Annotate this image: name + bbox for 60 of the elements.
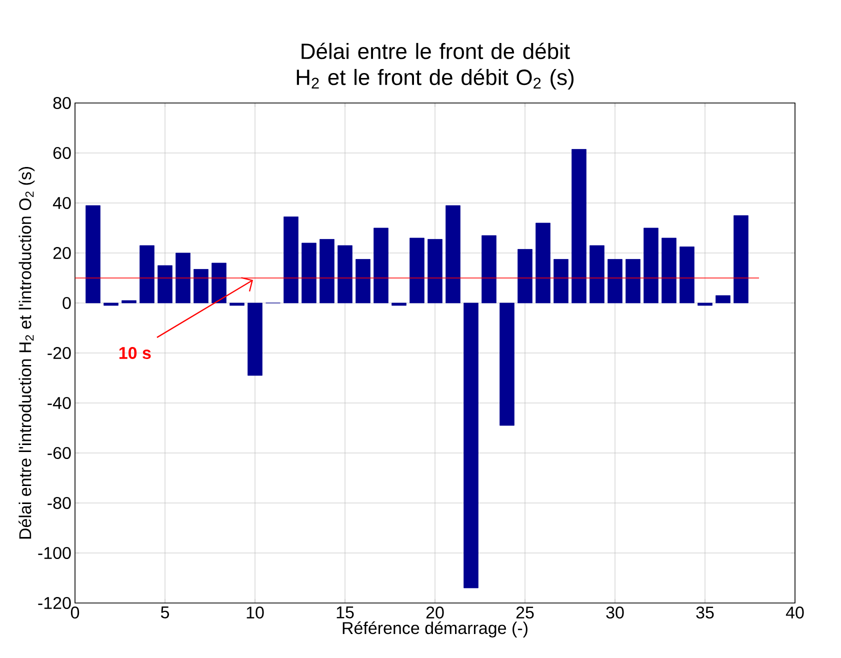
bar <box>644 228 658 304</box>
x-tick-label: 10 <box>246 606 264 619</box>
y-tick-label: -40 <box>48 396 71 410</box>
y-tick-label: -20 <box>48 346 71 360</box>
x-axis-title: Référence démarrage (-) <box>342 621 528 638</box>
bar <box>320 239 334 304</box>
x-tick-label: 15 <box>336 606 354 618</box>
bar <box>140 245 154 304</box>
bar <box>356 259 370 304</box>
bar <box>122 300 136 304</box>
bar <box>284 216 298 304</box>
bar <box>428 239 442 304</box>
bar <box>482 235 496 304</box>
bar <box>680 246 694 304</box>
bar <box>500 302 514 426</box>
y-tick-label: -100 <box>38 546 71 560</box>
x-tick-label: 0 <box>70 606 80 619</box>
y-tick-label: -60 <box>48 446 71 460</box>
x-tick-label: 30 <box>606 606 624 619</box>
bar <box>716 295 730 304</box>
x-tick-label: 20 <box>426 606 444 619</box>
bar <box>464 302 478 588</box>
y-tick-label: -80 <box>48 496 71 510</box>
bar <box>626 259 640 304</box>
bar <box>536 222 550 304</box>
bar <box>392 302 406 306</box>
y-tick-label: 40 <box>52 196 71 210</box>
bar <box>338 245 352 304</box>
bar <box>248 302 262 376</box>
bar <box>194 269 208 304</box>
bar <box>104 302 118 306</box>
y-tick-label: 0 <box>62 296 71 310</box>
y-tick-label: 60 <box>53 146 71 160</box>
bar <box>374 228 388 304</box>
bar <box>176 252 190 304</box>
bar <box>572 149 586 304</box>
bar <box>662 238 676 304</box>
bar <box>86 205 100 304</box>
y-tick-label: 80 <box>53 96 71 110</box>
bar <box>158 265 172 304</box>
x-tick-label: 5 <box>160 606 170 618</box>
bar <box>230 302 244 306</box>
bar <box>590 245 604 304</box>
chart-title: Délai entre le front de débit H$_{2}$ et le front de débit O$_{2}$ (s) <box>296 42 574 90</box>
y-tick-label: 20 <box>53 246 71 260</box>
x-tick-label: 25 <box>516 606 534 619</box>
bar <box>518 249 532 304</box>
bar <box>410 238 424 304</box>
y-axis-title: Délai entre l'introduction H$_{2}$ et l'introduction O$_{2}$ (s) <box>18 166 35 539</box>
x-tick-label: 40 <box>786 606 804 619</box>
bar <box>698 302 712 306</box>
x-tick-label: 35 <box>696 606 714 619</box>
bar <box>554 259 568 304</box>
bar <box>302 242 316 304</box>
ref-line-label: 10 s <box>119 346 151 360</box>
bar <box>608 259 622 304</box>
y-tick-label: -120 <box>38 596 71 610</box>
bar <box>212 262 226 304</box>
bar <box>734 215 748 304</box>
bar <box>446 205 460 304</box>
